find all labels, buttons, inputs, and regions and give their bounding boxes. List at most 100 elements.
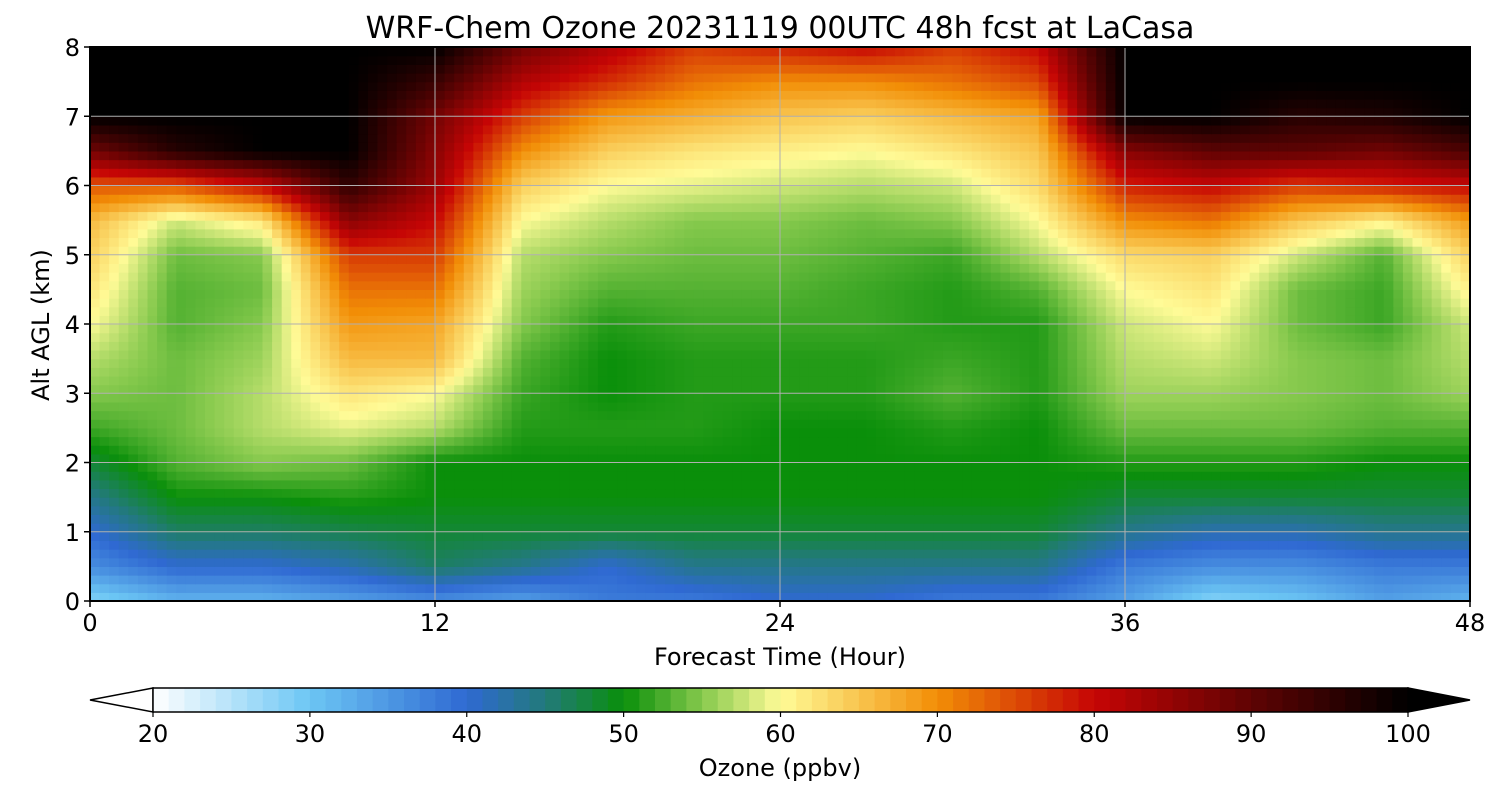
heat-cell — [942, 332, 954, 342]
heat-cell — [157, 540, 168, 550]
heat-cell — [962, 324, 973, 334]
heat-cell — [473, 401, 484, 412]
heat-cell — [1220, 375, 1232, 386]
heat-cell — [597, 488, 609, 498]
heat-cell — [990, 583, 1002, 593]
heat-cell — [1105, 540, 1117, 550]
heat-cell — [1201, 324, 1212, 334]
heat-cell — [684, 540, 695, 550]
heat-cell — [224, 427, 235, 438]
heat-cell — [875, 341, 887, 351]
heat-cell — [166, 436, 177, 446]
heat-cell — [866, 540, 877, 550]
heat-cell — [655, 575, 666, 585]
heat-cell — [291, 332, 302, 342]
heat-cell — [1048, 341, 1059, 351]
heat-cell — [703, 453, 714, 464]
heat-cell — [1297, 427, 1308, 438]
heat-cell — [1287, 453, 1299, 464]
heat-cell — [722, 453, 733, 464]
heat-cell — [1364, 479, 1375, 490]
heat-cell — [578, 540, 589, 550]
heat-cell — [1326, 540, 1337, 550]
heat-cell — [923, 471, 934, 481]
heat-cell — [1316, 453, 1327, 464]
heat-cell — [665, 375, 676, 386]
heat-cell — [1249, 540, 1260, 550]
heat-cell — [482, 341, 494, 351]
heat-cell — [1172, 488, 1184, 498]
heat-cell — [157, 462, 168, 472]
heat-cell — [147, 583, 158, 593]
heat-cell — [425, 557, 436, 567]
heat-cell — [454, 393, 465, 403]
heat-cell — [875, 488, 887, 498]
heat-cell — [588, 514, 599, 524]
heat-cell — [732, 566, 743, 576]
heat-cell — [1268, 583, 1279, 593]
heat-cell — [320, 592, 331, 601]
heat-cell — [1335, 367, 1347, 377]
heat-cell — [310, 341, 321, 351]
heat-cell — [1067, 436, 1078, 446]
heat-cell — [1268, 549, 1279, 559]
heat-cell — [1125, 349, 1136, 360]
heat-cell — [885, 583, 896, 593]
heat-cell — [1287, 471, 1299, 481]
heat-cell — [1441, 358, 1452, 368]
heat-cell — [157, 315, 168, 325]
heat-cell — [482, 549, 494, 559]
heat-cell — [425, 341, 436, 351]
heat-cell — [214, 393, 225, 403]
heat-cell — [607, 349, 618, 360]
heat-cell — [435, 557, 446, 567]
heat-cell — [607, 367, 618, 377]
heat-cell — [770, 566, 781, 576]
heat-cell — [406, 384, 417, 394]
heat-cell — [693, 367, 704, 377]
heat-cell — [780, 575, 791, 585]
heat-cell — [1297, 549, 1308, 559]
heat-cell — [1441, 514, 1452, 524]
heat-cell — [224, 453, 235, 464]
heat-cell — [157, 375, 168, 386]
heat-cell — [780, 479, 791, 490]
heat-cell — [109, 298, 120, 308]
heat-cell — [521, 575, 532, 585]
heat-cell — [1211, 592, 1222, 601]
heat-cell — [1316, 436, 1327, 446]
heat-cell — [339, 375, 350, 386]
heat-cell — [971, 367, 982, 377]
heat-cell — [415, 384, 427, 394]
heat-cell — [195, 358, 206, 368]
heat-cell — [1115, 462, 1126, 472]
heat-cell — [1201, 523, 1212, 533]
heat-cell — [435, 306, 446, 316]
heat-cell — [176, 419, 187, 429]
heat-cell — [1220, 462, 1232, 472]
heat-cell — [1105, 471, 1117, 481]
heat-cell — [157, 419, 168, 429]
heat-cell — [425, 324, 436, 334]
heat-cell — [1211, 349, 1222, 360]
heat-cell — [962, 514, 973, 524]
heat-cell — [1000, 575, 1011, 585]
heat-cell — [463, 358, 474, 368]
heat-cell — [559, 531, 570, 542]
heat-cell — [550, 410, 561, 420]
heat-cell — [1067, 557, 1078, 567]
heat-cell — [243, 514, 254, 524]
heat-cell — [674, 332, 685, 342]
heat-cell — [588, 401, 599, 412]
heat-cell — [1441, 540, 1452, 550]
heat-cell — [109, 315, 120, 325]
heat-cell — [923, 341, 934, 351]
heat-cell — [952, 367, 963, 377]
heat-cell — [1182, 332, 1193, 342]
heat-cell — [1115, 393, 1126, 403]
heat-cell — [1220, 401, 1232, 412]
heat-cell — [808, 419, 819, 429]
heat-cell — [1316, 375, 1327, 386]
heat-cell — [214, 367, 225, 377]
heat-cell — [952, 531, 963, 542]
